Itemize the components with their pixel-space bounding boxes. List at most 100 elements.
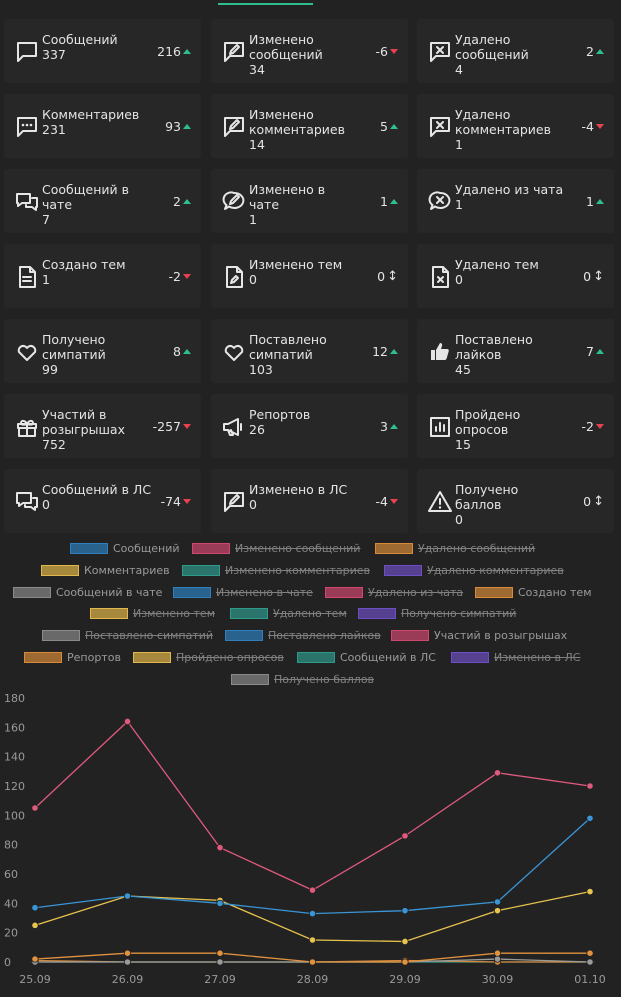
data-point[interactable] — [586, 958, 594, 966]
legend-item[interactable]: Участий в розыгрышах — [391, 629, 567, 642]
chat-bubbles-icon — [14, 189, 40, 215]
stat-value: 0 — [249, 497, 257, 512]
y-tick-label: 140 — [4, 751, 25, 764]
stat-delta-value: 12 — [372, 343, 388, 359]
stat-title: Репортов — [249, 407, 311, 422]
data-point[interactable] — [31, 955, 39, 963]
legend-item[interactable]: Создано тем — [475, 586, 592, 599]
data-point[interactable] — [216, 958, 224, 966]
legend-item[interactable]: Поставлено лайков — [225, 629, 381, 642]
trend-flat-icon: ↕ — [593, 493, 604, 509]
legend-item[interactable]: Удалено тем — [230, 607, 347, 620]
data-point[interactable] — [216, 949, 224, 957]
legend-swatch — [90, 608, 128, 619]
trend-flat-icon: ↕ — [593, 268, 604, 284]
data-point[interactable] — [401, 958, 409, 966]
data-point[interactable] — [123, 717, 132, 726]
data-point[interactable] — [493, 949, 502, 957]
legend-item[interactable]: Получено симпатий — [358, 607, 516, 620]
data-point[interactable] — [401, 832, 409, 840]
stat-delta: -2 — [169, 244, 191, 308]
stat-card: Сообщений 337 216 — [4, 19, 201, 83]
trend-up-icon — [596, 48, 604, 54]
stat-delta-value: -2 — [168, 268, 181, 284]
trend-up-icon — [390, 423, 398, 429]
trend-up-icon — [183, 48, 191, 54]
data-point[interactable] — [493, 955, 502, 963]
heart-icon — [221, 339, 247, 365]
legend-item[interactable]: Изменено комментариев — [182, 564, 370, 577]
stat-value: 15 — [455, 437, 471, 452]
stat-value: 1 — [42, 272, 50, 287]
legend-swatch — [192, 543, 230, 554]
stat-delta: 93 — [165, 94, 191, 158]
data-point[interactable] — [31, 804, 39, 812]
stat-delta-value: 2 — [173, 193, 181, 209]
data-point[interactable] — [308, 958, 317, 966]
stat-delta-value: -4 — [375, 493, 388, 509]
document-delete-icon — [427, 264, 453, 290]
x-tick-label: 01.10 — [574, 973, 606, 986]
data-point[interactable] — [586, 888, 594, 896]
stat-label: Удалено из чата 1 — [455, 182, 565, 212]
legend-item[interactable]: Изменено в ЛС — [451, 651, 580, 664]
forum-icon — [14, 489, 40, 515]
data-point[interactable] — [586, 782, 594, 790]
data-point[interactable] — [31, 921, 39, 929]
stat-delta: 0 ↕ — [583, 244, 604, 308]
legend-item[interactable]: Получено баллов — [231, 673, 374, 686]
legend-item[interactable]: Сообщений в чате — [13, 586, 162, 599]
legend-item[interactable]: Изменено в чате — [173, 586, 313, 599]
data-point[interactable] — [493, 907, 502, 915]
data-point[interactable] — [123, 958, 132, 966]
stat-card: Удалено тем 0 0 ↕ — [417, 244, 614, 308]
legend-item[interactable]: Удалено из чата — [325, 586, 463, 599]
data-point[interactable] — [123, 949, 132, 957]
legend-item[interactable]: Пройдено опросов — [133, 651, 284, 664]
stat-delta-value: 0 — [583, 268, 592, 284]
stat-title: Удалено из чата — [455, 182, 564, 197]
stat-value: 14 — [249, 137, 265, 152]
data-point[interactable] — [123, 892, 132, 900]
legend-item[interactable]: Сообщений — [70, 542, 180, 555]
data-point[interactable] — [493, 769, 502, 777]
stat-value: 4 — [455, 62, 463, 77]
data-point[interactable] — [586, 814, 594, 822]
document-icon — [14, 264, 40, 290]
data-point[interactable] — [216, 899, 224, 907]
stat-label: Сообщений 337 — [42, 32, 152, 62]
data-point[interactable] — [586, 949, 594, 957]
data-point[interactable] — [216, 844, 224, 852]
data-point[interactable] — [493, 898, 502, 906]
legend-item[interactable]: Комментариев — [41, 564, 170, 577]
data-point[interactable] — [308, 936, 317, 944]
stat-label: Поставлено симпатий 103 — [249, 332, 359, 377]
legend-swatch — [297, 652, 335, 663]
comment-dots-icon — [14, 114, 40, 140]
stat-value: 7 — [42, 212, 50, 227]
legend-item[interactable]: Поставлено симпатий — [42, 629, 213, 642]
thumbs-up-icon — [427, 339, 453, 365]
x-tick-label: 29.09 — [389, 973, 421, 986]
legend-item[interactable]: Удалено сообщений — [375, 542, 535, 555]
data-point[interactable] — [31, 904, 39, 912]
legend-item[interactable]: Изменено сообщений — [192, 542, 360, 555]
series-line — [34, 720, 591, 891]
x-tick-label: 25.09 — [19, 973, 51, 986]
data-point[interactable] — [308, 886, 317, 894]
stat-title: Изменено тем — [249, 257, 343, 272]
legend-item[interactable]: Сообщений в ЛС — [297, 651, 436, 664]
data-point[interactable] — [401, 937, 409, 946]
stat-title: Изменено в чате — [249, 182, 326, 212]
legend-item[interactable]: Изменено тем — [90, 607, 215, 620]
legend-item[interactable]: Репортов — [24, 651, 121, 664]
stat-delta-value: 7 — [586, 343, 594, 359]
data-point[interactable] — [308, 910, 317, 918]
stat-label: Пройдено опросов 15 — [455, 407, 565, 452]
legend-swatch — [133, 652, 171, 663]
data-point[interactable] — [401, 907, 409, 915]
stat-card: Комментариев 231 93 — [4, 94, 201, 158]
legend-item[interactable]: Удалено комментариев — [384, 564, 564, 577]
stat-delta: -4 — [376, 469, 398, 533]
stat-delta-value: 93 — [165, 118, 181, 134]
